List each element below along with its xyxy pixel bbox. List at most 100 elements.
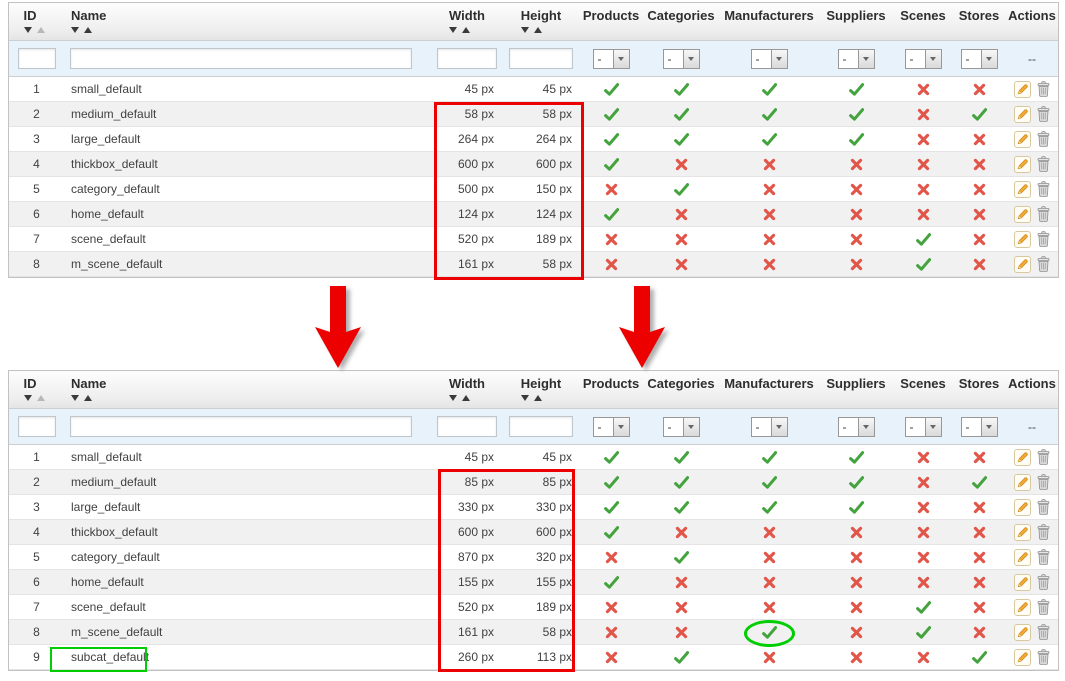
dropdown-button[interactable] xyxy=(857,417,874,436)
edit-button[interactable] xyxy=(1014,255,1031,273)
delete-button[interactable] xyxy=(1037,449,1050,465)
dropdown-button[interactable] xyxy=(682,49,699,68)
sort-asc-icon[interactable] xyxy=(533,395,542,401)
filter-height-input[interactable] xyxy=(509,48,573,69)
column-header-height[interactable]: Height xyxy=(502,371,580,408)
column-header-width[interactable]: Width xyxy=(432,371,502,408)
edit-button[interactable] xyxy=(1014,80,1031,98)
select-value: - xyxy=(755,51,760,66)
filter-scenes-select[interactable]: - xyxy=(904,416,942,437)
filter-name-input[interactable] xyxy=(70,48,412,69)
edit-button[interactable] xyxy=(1014,205,1031,223)
select-value: - xyxy=(755,419,760,434)
delete-button[interactable] xyxy=(1037,524,1050,540)
sort-asc-icon[interactable] xyxy=(36,395,45,401)
edit-button[interactable] xyxy=(1014,573,1031,591)
check-icon xyxy=(848,450,864,465)
filter-manufacturers-select[interactable]: - xyxy=(750,48,788,69)
cell-scenes xyxy=(894,545,952,569)
edit-button[interactable] xyxy=(1014,448,1031,466)
cell-height: 58 px xyxy=(542,257,572,271)
edit-button[interactable] xyxy=(1014,230,1031,248)
delete-button[interactable] xyxy=(1037,624,1050,640)
filter-manufacturers-select[interactable]: - xyxy=(750,416,788,437)
dropdown-button[interactable] xyxy=(924,417,941,436)
delete-button[interactable] xyxy=(1037,574,1050,590)
filter-id-input[interactable] xyxy=(17,48,56,69)
cross-icon xyxy=(973,132,986,146)
column-header-width[interactable]: Width xyxy=(432,3,502,40)
edit-button[interactable] xyxy=(1014,498,1031,516)
delete-button[interactable] xyxy=(1037,256,1050,272)
sort-desc-icon[interactable] xyxy=(520,27,529,33)
dropdown-button[interactable] xyxy=(682,417,699,436)
filter-products-select[interactable]: - xyxy=(592,416,630,437)
sort-desc-icon[interactable] xyxy=(71,27,79,33)
sort-asc-icon[interactable] xyxy=(36,27,45,33)
cell-scenes xyxy=(894,102,952,126)
filter-width-input[interactable] xyxy=(437,48,497,69)
dropdown-button[interactable] xyxy=(770,49,787,68)
column-header-name[interactable]: Name xyxy=(64,3,432,40)
filter-categories-select[interactable]: - xyxy=(662,416,700,437)
edit-button[interactable] xyxy=(1014,180,1031,198)
filter-suppliers-select[interactable]: - xyxy=(837,48,875,69)
dropdown-button[interactable] xyxy=(857,49,874,68)
dropdown-button[interactable] xyxy=(980,49,997,68)
cell-suppliers xyxy=(818,495,894,519)
delete-button[interactable] xyxy=(1037,181,1050,197)
table-row: 3 large_default 264 px 264 px xyxy=(9,127,1058,152)
sort-desc-icon[interactable] xyxy=(449,395,457,401)
delete-button[interactable] xyxy=(1037,131,1050,147)
filter-name-input[interactable] xyxy=(70,416,412,437)
dropdown-button[interactable] xyxy=(612,417,629,436)
cell-height: 45 px xyxy=(542,82,572,96)
filter-categories-select[interactable]: - xyxy=(662,48,700,69)
delete-button[interactable] xyxy=(1037,81,1050,97)
column-header-id[interactable]: ID xyxy=(9,3,64,40)
filter-width-input[interactable] xyxy=(437,416,497,437)
filter-id-input[interactable] xyxy=(17,416,56,437)
edit-button[interactable] xyxy=(1014,130,1031,148)
filter-products-select[interactable]: - xyxy=(592,48,630,69)
delete-button[interactable] xyxy=(1037,206,1050,222)
filter-stores-select[interactable]: - xyxy=(960,416,998,437)
delete-button[interactable] xyxy=(1037,649,1050,665)
delete-button[interactable] xyxy=(1037,499,1050,515)
edit-button[interactable] xyxy=(1014,473,1031,491)
sort-asc-icon[interactable] xyxy=(84,27,92,33)
edit-button[interactable] xyxy=(1014,548,1031,566)
sort-desc-icon[interactable] xyxy=(23,395,32,401)
sort-asc-icon[interactable] xyxy=(462,395,470,401)
filter-stores-select[interactable]: - xyxy=(960,48,998,69)
sort-asc-icon[interactable] xyxy=(533,27,542,33)
edit-button[interactable] xyxy=(1014,155,1031,173)
edit-button[interactable] xyxy=(1014,648,1031,666)
sort-asc-icon[interactable] xyxy=(84,395,92,401)
column-header-height[interactable]: Height xyxy=(502,3,580,40)
column-header-name[interactable]: Name xyxy=(64,371,432,408)
delete-button[interactable] xyxy=(1037,549,1050,565)
dropdown-button[interactable] xyxy=(770,417,787,436)
sort-desc-icon[interactable] xyxy=(71,395,79,401)
edit-button[interactable] xyxy=(1014,523,1031,541)
dropdown-button[interactable] xyxy=(924,49,941,68)
edit-button[interactable] xyxy=(1014,598,1031,616)
sort-desc-icon[interactable] xyxy=(23,27,32,33)
dropdown-button[interactable] xyxy=(980,417,997,436)
sort-desc-icon[interactable] xyxy=(520,395,529,401)
sort-desc-icon[interactable] xyxy=(449,27,457,33)
filter-scenes-select[interactable]: - xyxy=(904,48,942,69)
delete-button[interactable] xyxy=(1037,474,1050,490)
dropdown-button[interactable] xyxy=(612,49,629,68)
filter-suppliers-select[interactable]: - xyxy=(837,416,875,437)
delete-button[interactable] xyxy=(1037,231,1050,247)
edit-button[interactable] xyxy=(1014,105,1031,123)
sort-asc-icon[interactable] xyxy=(462,27,470,33)
delete-button[interactable] xyxy=(1037,156,1050,172)
delete-button[interactable] xyxy=(1037,599,1050,615)
column-header-id[interactable]: ID xyxy=(9,371,64,408)
edit-button[interactable] xyxy=(1014,623,1031,641)
filter-height-input[interactable] xyxy=(509,416,573,437)
delete-button[interactable] xyxy=(1037,106,1050,122)
